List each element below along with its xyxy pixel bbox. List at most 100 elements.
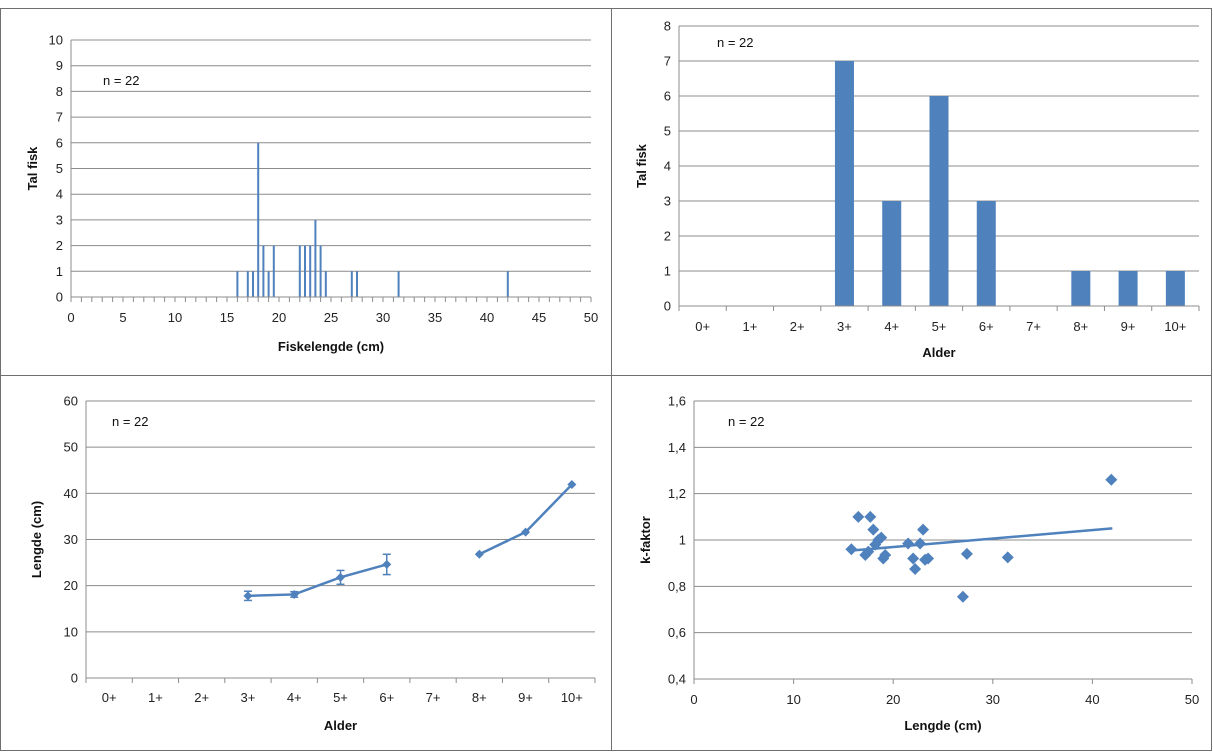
age-distribution-chart: 0 1 2 3 4 5 6 7 8 0+ 1+ 2+ 3+ 4+ 5+ 6+ 7+ 8+ 9+ 10+ Alder Tal… xyxy=(634,19,1200,360)
x-tick-label: 1+ xyxy=(742,319,757,334)
x-tick-label: 20 xyxy=(272,310,286,325)
x-tick-label: 30 xyxy=(986,692,1000,707)
x-tick-label: 2+ xyxy=(790,319,805,334)
trendline xyxy=(853,527,1113,552)
y-tick-label: 4 xyxy=(664,159,671,174)
scatter-point xyxy=(862,545,875,558)
x-axis-title: Alder xyxy=(922,345,955,360)
k-factor-chart: 0,4 0,6 0,8 1 1,2 1,4 1,6 0 10 20 30 40 50 Lengde (cm… xyxy=(638,394,1199,734)
age-bar xyxy=(834,61,854,306)
y-tick-label: 0,8 xyxy=(668,579,686,594)
y-tick-label: 4 xyxy=(56,187,63,202)
y-tick-label: 2 xyxy=(56,238,63,253)
y-tick-label: 2 xyxy=(664,229,671,244)
histogram-bar xyxy=(252,271,254,297)
scatter-point xyxy=(875,531,888,544)
y-tick-label: 9 xyxy=(56,58,63,73)
data-point xyxy=(382,559,392,569)
y-tick-label: 6 xyxy=(56,135,63,150)
data-point xyxy=(521,527,531,537)
y-tick-label: 8 xyxy=(664,19,671,34)
x-tick-label: 4+ xyxy=(287,690,302,705)
age-bar xyxy=(1165,271,1185,306)
y-tick-label: 7 xyxy=(664,54,671,69)
x-tick-label: 3+ xyxy=(241,690,256,705)
x-axis-title: Alder xyxy=(324,718,357,733)
x-tick-label: 5+ xyxy=(333,690,348,705)
x-tick-label: 50 xyxy=(1185,692,1199,707)
x-tick-label: 10 xyxy=(786,692,800,707)
x-axis-title: Lengde (cm) xyxy=(904,718,981,733)
x-tick-label: 1+ xyxy=(148,690,163,705)
histogram-bar xyxy=(314,219,317,297)
x-tick-label: 5 xyxy=(119,310,126,325)
histogram-bar xyxy=(272,245,275,297)
scatter-point xyxy=(864,510,877,523)
x-tick-label: 5+ xyxy=(932,319,947,334)
scatter-point xyxy=(914,537,927,550)
x-tick-label: 0+ xyxy=(695,319,710,334)
y-tick-label: 3 xyxy=(56,212,63,227)
series-line xyxy=(247,563,388,598)
x-tick-label: 6+ xyxy=(379,690,394,705)
scatter-point xyxy=(845,543,858,556)
length-by-age-chart: 0 10 20 30 40 50 60 0+ 1+ 2+ 3+ 4+ 5+ 6+ 7+ 8+ 9+ 10+ Alde… xyxy=(29,394,596,733)
age-distribution-panel: 0 1 2 3 4 5 6 7 8 0+ 1+ 2+ 3+ 4+ 5+ 6+ 7+ 8+ 9+ 10+ Alder Tal… xyxy=(611,8,1212,376)
data-point xyxy=(567,480,577,490)
y-tick-label: 40 xyxy=(64,486,78,501)
k-factor-panel: 0,4 0,6 0,8 1 1,2 1,4 1,6 0 10 20 30 40 50 Lengde (cm… xyxy=(611,375,1212,751)
data-point xyxy=(289,589,299,599)
histogram-bar xyxy=(304,245,306,297)
y-axis-title: Lengde (cm) xyxy=(29,501,44,578)
x-tick-label: 30 xyxy=(376,310,390,325)
scatter-point xyxy=(1001,551,1014,564)
y-tick-label: 1,4 xyxy=(668,440,686,455)
x-tick-label: 40 xyxy=(1085,692,1099,707)
y-tick-label: 1,6 xyxy=(668,394,686,409)
x-tick-label: 3+ xyxy=(837,319,852,334)
x-tick-label: 2+ xyxy=(194,690,209,705)
histogram-bar xyxy=(319,245,322,297)
histogram-bar xyxy=(506,271,509,297)
y-axis-title: k-faktor xyxy=(638,516,653,564)
x-tick-label: 9+ xyxy=(518,690,533,705)
histogram-bar xyxy=(262,245,265,297)
x-tick-label: 8+ xyxy=(1073,319,1088,334)
age-bar xyxy=(976,201,996,306)
x-tick-label: 20 xyxy=(886,692,900,707)
x-tick-label: 10+ xyxy=(561,690,583,705)
y-tick-label: 7 xyxy=(56,110,63,125)
y-tick-label: 1,2 xyxy=(668,486,686,501)
age-bar xyxy=(929,96,949,306)
histogram-bar xyxy=(397,271,400,297)
series-line xyxy=(478,483,573,556)
histogram-bar xyxy=(298,245,301,297)
data-point xyxy=(336,572,345,582)
x-tick-label: 8+ xyxy=(472,690,487,705)
y-tick-label: 5 xyxy=(56,161,63,176)
x-tick-label: 4+ xyxy=(884,319,899,334)
histogram-bar xyxy=(324,271,327,297)
histogram-bar xyxy=(246,271,249,297)
x-tick-label: 15 xyxy=(220,310,234,325)
histogram-bar xyxy=(257,142,260,297)
x-tick-label: 25 xyxy=(324,310,338,325)
x-tick-label: 40 xyxy=(480,310,494,325)
scatter-point xyxy=(917,523,930,536)
scatter-point xyxy=(867,523,880,536)
x-tick-label: 45 xyxy=(532,310,546,325)
scatter-point xyxy=(879,549,892,562)
y-tick-label: 30 xyxy=(64,532,78,547)
age-bar xyxy=(882,201,902,306)
x-tick-label: 10 xyxy=(168,310,182,325)
sample-size-annotation: n = 22 xyxy=(103,73,140,88)
scatter-point xyxy=(852,510,865,523)
y-tick-label: 0 xyxy=(664,299,671,314)
x-tick-label: 10+ xyxy=(1164,319,1186,334)
x-tick-label: 50 xyxy=(584,310,598,325)
sample-size-annotation: n = 22 xyxy=(728,414,765,429)
sample-size-annotation: n = 22 xyxy=(717,35,754,50)
y-tick-label: 6 xyxy=(664,89,671,104)
y-tick-label: 3 xyxy=(664,194,671,209)
